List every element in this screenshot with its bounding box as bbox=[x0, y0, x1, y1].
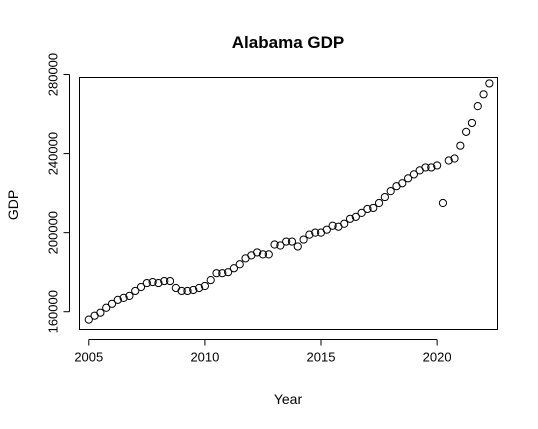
chart-title: Alabama GDP bbox=[232, 33, 344, 52]
data-point bbox=[340, 219, 349, 228]
x-tick-label: 2005 bbox=[74, 350, 103, 365]
data-point bbox=[485, 79, 494, 88]
data-point bbox=[374, 198, 384, 208]
data-point bbox=[165, 276, 175, 286]
x-tick-label: 2020 bbox=[423, 350, 452, 365]
data-point bbox=[433, 161, 442, 170]
data-point bbox=[194, 283, 204, 293]
data-point bbox=[102, 303, 111, 312]
data-point bbox=[351, 212, 360, 221]
data-point bbox=[363, 204, 372, 214]
data-point bbox=[287, 237, 297, 246]
data-point bbox=[189, 285, 198, 295]
y-tick-label: 280000 bbox=[46, 53, 61, 96]
data-point bbox=[125, 291, 134, 300]
y-tick-label: 160000 bbox=[46, 290, 61, 333]
data-point bbox=[398, 179, 407, 188]
data-point bbox=[409, 170, 418, 179]
y-axis-label: GDP bbox=[5, 190, 21, 220]
data-point bbox=[444, 156, 453, 165]
data-point bbox=[462, 127, 471, 136]
x-tick-label: 2010 bbox=[190, 350, 219, 365]
data-point bbox=[224, 268, 233, 277]
data-point bbox=[438, 198, 448, 208]
data-point bbox=[258, 250, 268, 259]
data-point bbox=[386, 187, 395, 196]
y-axis: 160000 200000 240000 280000 bbox=[46, 53, 70, 333]
data-point bbox=[136, 282, 146, 292]
data-point bbox=[322, 225, 331, 234]
data-point bbox=[403, 174, 413, 183]
data-point bbox=[84, 315, 93, 324]
data-point bbox=[142, 278, 151, 288]
data-point bbox=[264, 250, 273, 259]
data-point bbox=[421, 163, 430, 172]
data-point bbox=[183, 286, 192, 296]
data-point bbox=[479, 90, 488, 99]
data-point bbox=[253, 248, 262, 257]
data-point bbox=[276, 241, 285, 250]
data-point bbox=[154, 278, 163, 288]
y-tick-label: 200000 bbox=[46, 211, 61, 254]
data-point bbox=[357, 208, 366, 217]
data-point bbox=[305, 230, 314, 239]
x-axis-label: Year bbox=[274, 391, 303, 407]
data-point bbox=[282, 237, 291, 246]
data-point bbox=[328, 221, 337, 230]
data-point bbox=[467, 118, 477, 128]
data-point bbox=[200, 281, 209, 291]
data-point bbox=[235, 260, 244, 269]
data-point bbox=[206, 275, 215, 285]
data-point bbox=[293, 242, 302, 251]
y-tick-label: 240000 bbox=[46, 132, 61, 175]
data-point bbox=[456, 141, 465, 150]
data-point bbox=[177, 286, 186, 296]
x-axis: 2005 2010 2015 2020 bbox=[74, 339, 452, 365]
data-point bbox=[131, 286, 140, 296]
data-point bbox=[450, 154, 459, 163]
data-point bbox=[212, 269, 221, 278]
data-point bbox=[345, 214, 355, 223]
data-point bbox=[473, 102, 482, 111]
data-point bbox=[160, 276, 169, 286]
data-point bbox=[229, 264, 239, 273]
data-point bbox=[96, 308, 105, 317]
data-point bbox=[148, 277, 157, 287]
plot-frame bbox=[79, 77, 498, 330]
data-points bbox=[84, 79, 494, 324]
data-point bbox=[113, 295, 122, 304]
data-point bbox=[380, 192, 389, 202]
data-point bbox=[270, 240, 279, 249]
data-point bbox=[311, 228, 320, 237]
data-point bbox=[427, 163, 436, 172]
data-point bbox=[299, 235, 308, 244]
data-point bbox=[119, 293, 128, 302]
data-point bbox=[107, 299, 117, 308]
x-tick-label: 2015 bbox=[307, 350, 336, 365]
data-point bbox=[369, 203, 378, 213]
data-point bbox=[218, 269, 227, 278]
